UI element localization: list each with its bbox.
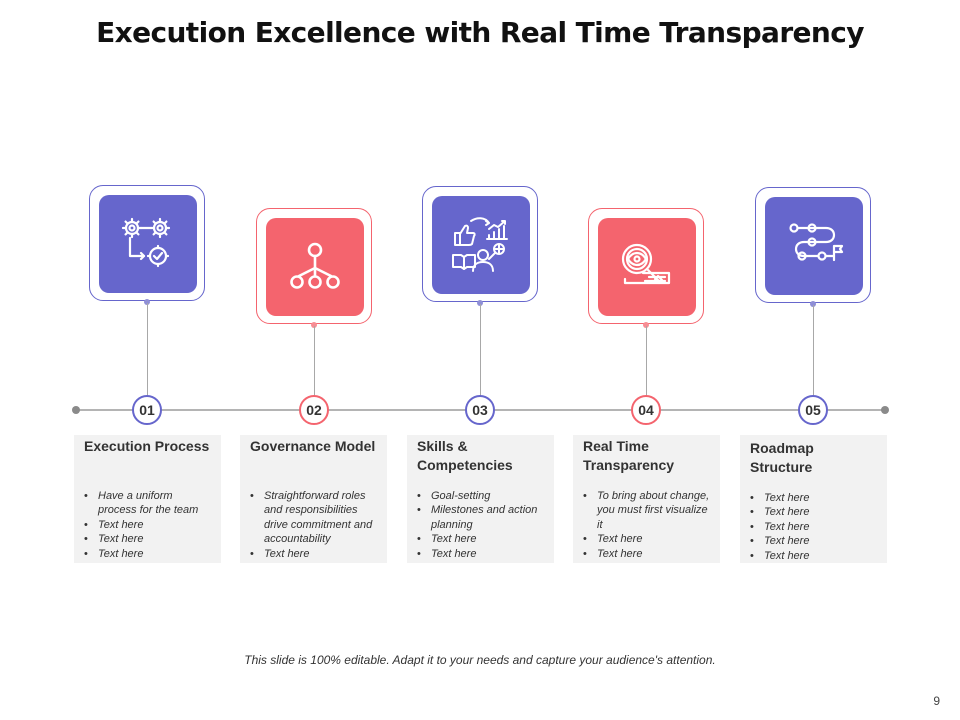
step-3-icon-frame (422, 186, 538, 302)
timeline-end-dot (881, 406, 889, 414)
bullet-item: Text here (750, 505, 877, 520)
step-2-title: Governance Model (250, 438, 376, 454)
step-3-bullets: Goal-setting Milestones and action plann… (417, 489, 544, 561)
step-3-icon-tile (432, 196, 530, 294)
bullet-item: Text here (750, 534, 877, 549)
bullet-item: Text here (750, 549, 877, 564)
footer-note: This slide is 100% editable. Adapt it to… (244, 653, 716, 667)
bullet-item: Text here (750, 520, 877, 535)
step-1-number-badge: 01 (132, 395, 162, 425)
bullet-item: Text here (750, 491, 877, 506)
bullet-item: Text here (84, 532, 211, 547)
step-4-icon-frame (588, 208, 704, 324)
step-2-icon-frame (256, 208, 372, 324)
bullet-item: Text here (417, 547, 544, 562)
step-5-icon-tile (765, 197, 863, 295)
bullet-item: Milestones and action planning (417, 503, 544, 532)
step-1-connector (146, 303, 148, 396)
step-2-connector (313, 326, 315, 396)
step-4-connector-dot (643, 322, 649, 328)
step-1-title: Execution Process (84, 438, 210, 454)
bullet-item: Text here (417, 532, 544, 547)
bullet-item: Text here (583, 547, 710, 562)
step-1-icon-tile (99, 195, 197, 293)
slide-title: Execution Excellence with Real Time Tran… (96, 16, 864, 49)
step-5-title: Roadmap Structure (750, 440, 814, 475)
roadmap-icon (789, 223, 844, 262)
magnifier-eye-icon (621, 243, 671, 285)
step-3-connector-dot (477, 300, 483, 306)
step-4-connector (645, 326, 647, 396)
bullet-item: Straightforward roles and responsibiliti… (250, 489, 377, 547)
step-5-connector (812, 305, 814, 396)
step-5-number-badge: 05 (798, 395, 828, 425)
step-1-card: Execution Process Have a uniform process… (74, 435, 221, 563)
step-1-connector-dot (144, 299, 150, 305)
step-3-card: Skills & Competencies Goal-setting Miles… (407, 435, 554, 563)
gears-workflow-icon (121, 217, 171, 268)
step-4-bullets: To bring about change, you must first vi… (583, 489, 710, 561)
step-4-card: Real Time Transparency To bring about ch… (573, 435, 720, 563)
step-5-card: Roadmap Structure Text here Text here Te… (740, 435, 887, 563)
timeline-start-dot (72, 406, 80, 414)
step-2-card: Governance Model Straightforward roles a… (240, 435, 387, 563)
step-5-bullets: Text here Text here Text here Text here … (750, 491, 877, 563)
step-2-number-badge: 02 (299, 395, 329, 425)
step-2-bullets: Straightforward roles and responsibiliti… (250, 489, 377, 561)
bullet-item: Goal-setting (417, 489, 544, 504)
page-number: 9 (933, 694, 940, 708)
step-3-title: Skills & Competencies (417, 438, 513, 473)
step-4-number-badge: 04 (631, 395, 661, 425)
bullet-item: Text here (84, 518, 211, 533)
step-3-number-badge: 03 (465, 395, 495, 425)
step-5-icon-frame (755, 187, 871, 303)
step-2-connector-dot (311, 322, 317, 328)
step-4-title: Real Time Transparency (583, 438, 675, 473)
bullet-item: Text here (250, 547, 377, 562)
bullet-item: Text here (583, 532, 710, 547)
step-1-bullets: Have a uniform process for the team Text… (84, 489, 211, 561)
bullet-item: Have a uniform process for the team (84, 489, 211, 518)
step-1-icon-frame (89, 185, 205, 301)
step-2-icon-tile (266, 218, 364, 316)
step-4-icon-tile (598, 218, 696, 316)
skills-icon (452, 217, 508, 272)
hierarchy-icon (290, 242, 340, 289)
bullet-item: To bring about change, you must first vi… (583, 489, 710, 532)
step-5-connector-dot (810, 301, 816, 307)
bullet-item: Text here (84, 547, 211, 562)
step-3-connector (479, 304, 481, 396)
